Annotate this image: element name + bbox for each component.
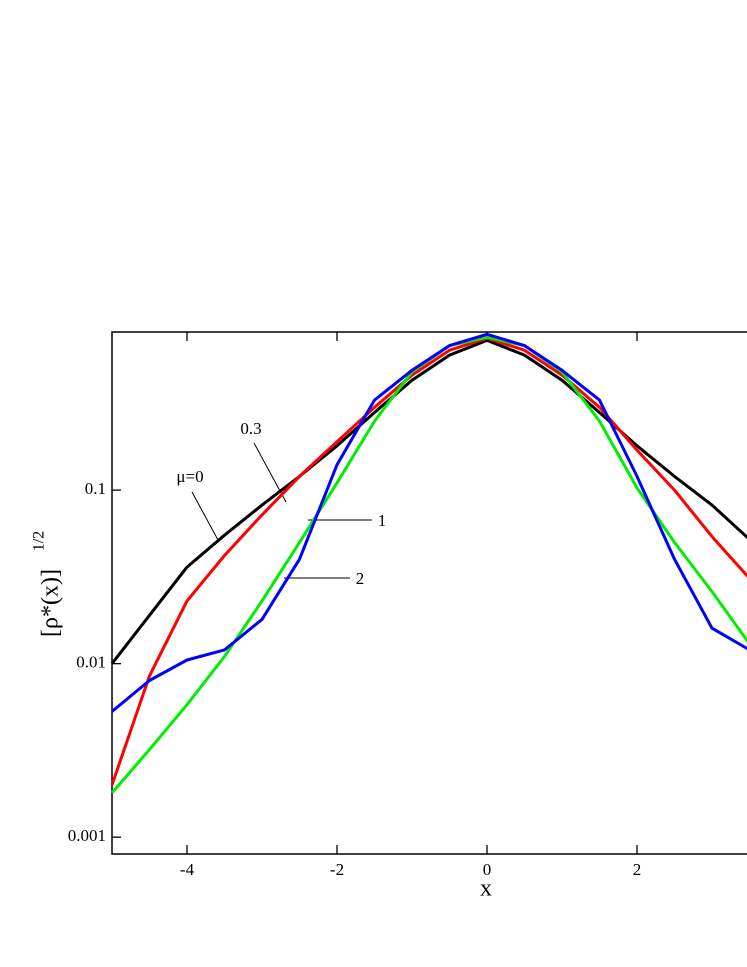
y-axis-label-exponent: 1/2 <box>31 531 48 551</box>
annotations: μ=0 0.3 1 2 <box>176 419 386 588</box>
y-tick-label: 0.001 <box>68 826 106 845</box>
series-line <box>110 338 747 665</box>
annotation: 0.3 <box>240 419 261 438</box>
arrow <box>191 491 219 541</box>
x-tick-label: 2 <box>633 860 642 879</box>
plot-frame <box>111 331 747 855</box>
y-tick-label: 0.01 <box>76 653 106 672</box>
annotation: 1 <box>378 511 387 530</box>
x-tick-label: -4 <box>180 860 195 879</box>
x-axis-label: x <box>480 876 492 902</box>
annotation: μ=0 <box>176 467 203 486</box>
y-axis-label: [ρ*(x)] 1/2 <box>31 531 64 637</box>
series-line <box>110 335 747 794</box>
x-tick-label: -2 <box>330 860 344 879</box>
annotation: 2 <box>356 569 365 588</box>
series-line <box>111 332 747 713</box>
y-tick-label: 0.1 <box>85 479 106 498</box>
series-line <box>110 336 747 786</box>
x-tick-label: 0 <box>483 860 492 879</box>
y-axis-label-main: [ρ*(x)] <box>38 569 64 637</box>
